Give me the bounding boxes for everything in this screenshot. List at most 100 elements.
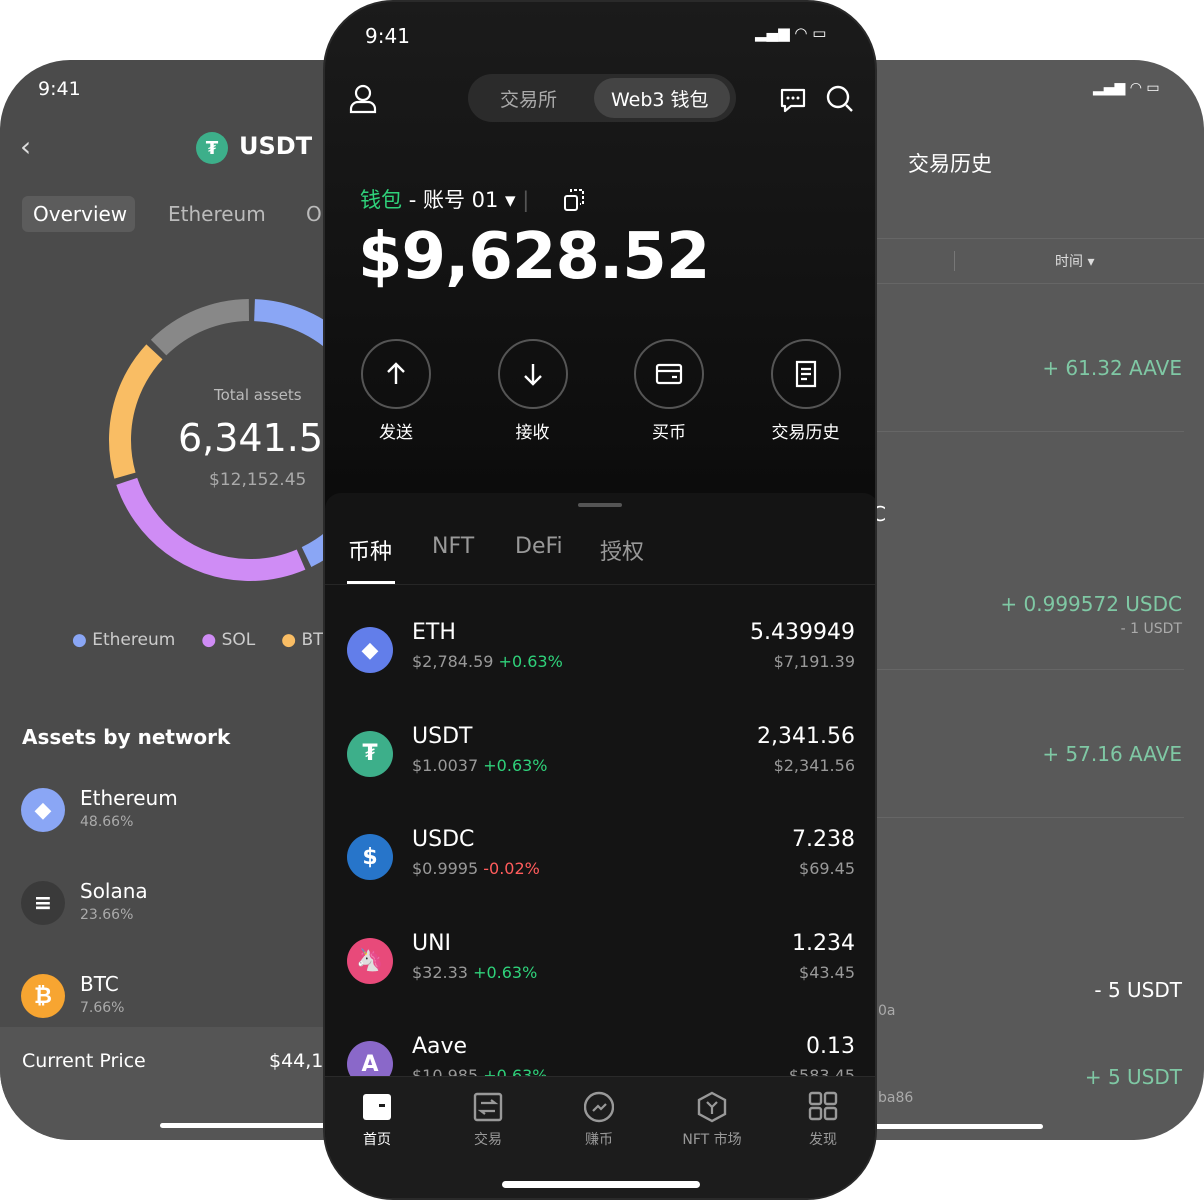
nav-earn[interactable]: 赚币 [554,1091,644,1149]
divider [700,669,1184,670]
nav-nft-market[interactable]: NFT 市场 [667,1091,757,1149]
assets-sheet: 币种 NFT DeFi 授权 ◆ ETH $2,784.59 +0.63% 5.439949… [325,493,875,1113]
network-share: 48.66% [80,814,134,830]
tab-ethereum[interactable]: Ethereum [168,202,266,226]
home-indicator [870,1124,1043,1129]
home-icon [363,1094,391,1120]
earn-icon [584,1091,614,1123]
filter-bar: 时间 ▾ [700,238,1204,284]
discover-icon [808,1091,838,1121]
token-change: +0.63% [498,652,563,671]
receive-icon [523,364,542,386]
donut-usd: $12,152.45 [209,470,307,490]
token-change: +0.63% [483,755,548,775]
token-value: $69.45 [799,859,855,878]
network-icon: ◆ [21,788,65,832]
eth-icon: ◆ [347,627,393,673]
network-icon: ≡ [21,881,65,925]
token-amount: 2,341.56 [757,723,855,749]
active-tab-underline [347,581,395,584]
buy-icon [655,363,683,385]
tab-3[interactable]: 授权 [600,540,645,565]
token-value: $2,341.56 [773,755,855,775]
token-value: $7,191.39 [773,652,855,671]
tab-overview[interactable]: Overview [22,196,135,232]
action-label: 发送 [379,423,413,443]
nav-home[interactable]: 首页 [332,1091,422,1149]
token-symbol: USDC [412,827,475,852]
home-indicator [160,1123,420,1128]
current-price-label: Current Price [22,1050,146,1072]
token-amount: 5.439949 [750,620,855,645]
history-amount: + 61.32 AAVE [1042,356,1182,380]
history-amount: + 0.999572 USDC [1000,592,1182,616]
mode-switch: 交易所 Web3 钱包 [468,74,736,122]
nav-trade[interactable]: 交易 [443,1091,533,1149]
token-value: $43.45 [799,962,855,982]
network-share: 7.66% [80,1000,125,1016]
history-icon [795,360,816,388]
message-icon[interactable] [779,86,807,114]
center-phone-wallet: 9:41 ▂▄▆ ◠ ▭ 交易所 Web3 钱包 钱包 - 账号 01 ▾ | … [323,0,877,1200]
copy-icon[interactable] [563,188,585,212]
wallet-balance: $9,628.52 [358,220,710,294]
token-symbol: USDT [412,723,473,749]
donut-label: Total assets [214,386,302,404]
token-price: $2,784.59 [412,652,494,671]
token-price: $1.0037 [412,755,479,775]
token-change: -0.02% [483,859,540,878]
token-price: $32.33 [412,962,468,982]
tab-2[interactable]: DeFi [515,534,563,559]
tab-label: Overview [33,202,128,226]
donut-legend: ● Ethereum ● SOL ● BTC [72,630,334,650]
token-amount: 1.234 [792,930,855,956]
network-name: BTC [80,972,119,996]
history-amount: + 5 USDT [1084,1065,1182,1089]
history-amount: + 57.16 AAVE [1042,742,1182,766]
token-symbol: Aave [412,1034,468,1059]
status-time: 9:41 [365,24,410,48]
nav-discover[interactable]: 发现 [778,1091,868,1149]
nav-label: NFT 市场 [682,1132,742,1148]
page-title: USDT [239,132,313,160]
trade-icon [473,1092,503,1122]
search-icon[interactable] [825,84,855,114]
history-amount: - 5 USDT [1094,978,1182,1002]
tab-0[interactable]: 币种 [348,540,393,565]
tab-other[interactable]: O [306,202,322,226]
uni-icon: 🦄 [347,937,393,984]
profile-icon[interactable] [349,84,377,114]
account-selector[interactable]: 钱包 - 账号 01 ▾ | [360,188,530,212]
page-title: 交易历史 [908,152,992,176]
network-name: Solana [80,879,148,903]
divider [700,817,1184,818]
token-symbol: UNI [412,930,452,956]
network-name: Ethereum [80,786,178,810]
home-indicator [502,1181,700,1188]
usdc-icon: $ [347,834,393,880]
segment-web3-wallet[interactable]: Web3 钱包 [594,78,730,118]
action-label: 接收 [515,423,550,443]
tab-1[interactable]: NFT [432,534,475,559]
token-amount: 0.13 [806,1034,855,1059]
token-change: +0.63% [473,962,538,982]
status-icons: ▂▄▆ ◠ ▭ [755,24,827,42]
donut-segment-1 [109,298,391,581]
action-label: 交易历史 [771,423,840,443]
nav-label: 交易 [474,1132,502,1148]
sheet-handle[interactable] [578,503,622,507]
status-icons: ▂▄▆ ◠ ▭ [1093,80,1160,96]
section-title: Assets by network [22,725,231,749]
token-symbol: ETH [412,620,456,645]
segment-exchange[interactable]: 交易所 [500,89,558,111]
network-share: 23.66% [80,907,134,923]
token-price: $0.9995 [412,859,479,878]
donut-amount: 6,341.56 [178,416,348,460]
sort-time-dropdown[interactable]: 时间 ▾ [1055,254,1095,270]
back-chevron-icon[interactable]: ‹ [20,130,32,163]
action-label: 买币 [652,423,686,443]
usdt-icon: ₮ [196,132,228,164]
token-amount: 7.238 [792,827,855,852]
send-icon [387,362,405,384]
donut-segment-2 [109,298,391,581]
